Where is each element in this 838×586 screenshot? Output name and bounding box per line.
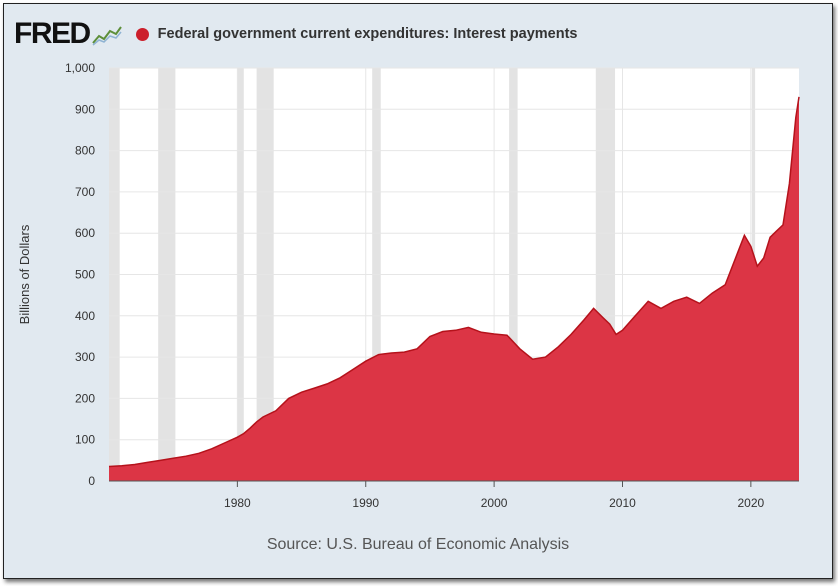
series-color-dot: [135, 27, 149, 41]
x-tick-label: 2020: [738, 496, 765, 510]
y-tick-label: 0: [88, 474, 95, 488]
fred-logo[interactable]: FRED: [14, 17, 91, 50]
y-tick-label: 600: [75, 226, 95, 240]
y-axis-label: Billions of Dollars: [17, 224, 32, 324]
y-tick-label: 500: [75, 268, 95, 282]
y-tick-label: 400: [75, 309, 95, 323]
y-tick-label: 900: [75, 102, 95, 116]
source-note: Source: U.S. Bureau of Economic Analysis: [266, 536, 570, 553]
y-tick-label: 100: [75, 433, 95, 447]
y-tick-label: 300: [75, 350, 95, 364]
sparkline-icon: [91, 26, 122, 46]
chart-header: FRED Federal government current expendit…: [14, 16, 578, 52]
series-area: [109, 96, 799, 482]
y-tick-label: 200: [75, 391, 95, 405]
y-tick-label: 1,000: [65, 61, 95, 75]
x-tick-label: 1990: [352, 496, 379, 510]
series-title[interactable]: Federal government current expenditures:…: [157, 26, 578, 42]
y-tick-label: 800: [75, 144, 95, 158]
chart-frame: FRED Federal government current expendit…: [3, 3, 833, 579]
y-tick-label: 700: [75, 185, 95, 199]
x-tick-label: 1980: [224, 496, 251, 510]
x-tick-label: 2010: [609, 496, 636, 510]
series-line: [108, 96, 800, 468]
chart-plot: 0 100 200 300 400 500 600 700 800 900 1,000 1980 199…: [17, 61, 800, 510]
x-tick-label: 2000: [481, 496, 508, 510]
